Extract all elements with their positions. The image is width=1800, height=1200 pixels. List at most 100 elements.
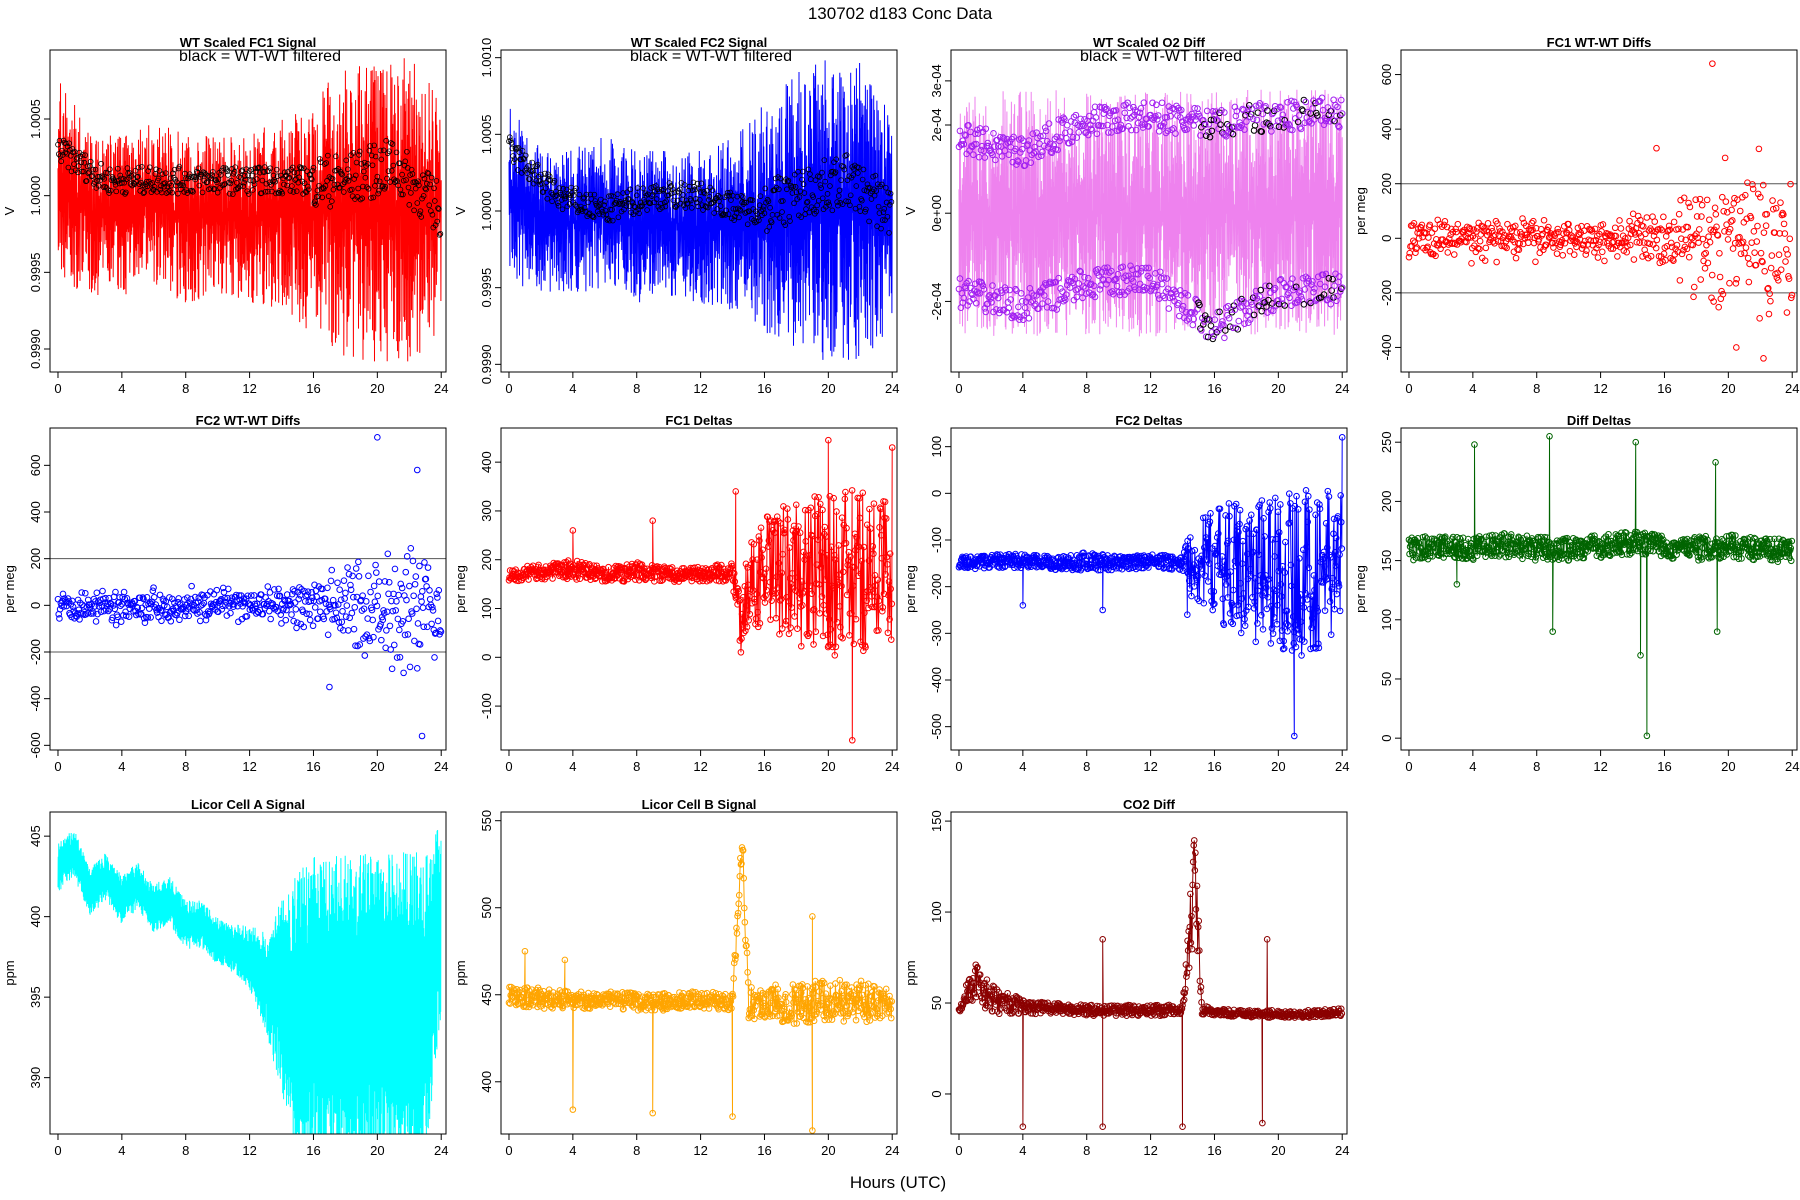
data-point <box>867 525 874 532</box>
data-point <box>735 587 742 595</box>
data-point <box>406 663 414 671</box>
data-point <box>1537 533 1545 541</box>
data-point <box>884 561 891 568</box>
filtered-point <box>1148 286 1155 293</box>
data-point <box>1276 637 1284 645</box>
data-point <box>1043 552 1051 560</box>
filtered-point <box>273 190 279 197</box>
filtered-point <box>981 305 989 312</box>
filtered-point <box>637 199 644 206</box>
filtered-point <box>247 177 254 184</box>
data-point <box>857 638 864 646</box>
data-point <box>791 613 798 620</box>
data-point <box>1335 582 1343 590</box>
data-point <box>378 613 386 621</box>
data-point <box>1425 234 1432 241</box>
data-point <box>865 604 872 612</box>
data-point <box>434 594 441 601</box>
x-tick-label: 20 <box>370 759 384 774</box>
filtered-point <box>590 214 597 221</box>
filtered-point <box>1046 140 1054 148</box>
data-point <box>1658 532 1665 540</box>
data-point <box>338 618 346 626</box>
filtered-point <box>1039 148 1046 156</box>
filtered-point <box>1211 316 1219 323</box>
filtered-point <box>1135 113 1143 121</box>
data-point <box>1580 241 1587 249</box>
data-point <box>827 625 835 633</box>
data-point <box>423 583 430 590</box>
data-point <box>1549 239 1556 247</box>
data-point <box>1755 145 1763 153</box>
data-point <box>235 592 243 599</box>
data-point <box>1769 197 1776 204</box>
data-point <box>266 589 274 596</box>
data-point <box>1259 626 1267 633</box>
data-point <box>1766 290 1773 297</box>
data-point <box>1703 241 1710 249</box>
data-point <box>1476 237 1484 245</box>
data-point <box>244 592 251 600</box>
data-point <box>858 557 865 565</box>
filtered-point <box>1158 99 1166 107</box>
plot-area <box>505 436 896 744</box>
filtered-point <box>668 183 674 189</box>
filtered-point <box>344 166 351 173</box>
filtered-point <box>1254 109 1262 116</box>
data-point <box>358 607 366 614</box>
data-point <box>1630 539 1638 547</box>
filtered-point <box>409 171 416 177</box>
filtered-point <box>333 153 339 160</box>
data-point <box>1524 239 1532 247</box>
filtered-point <box>1213 328 1221 336</box>
data-point <box>1643 214 1651 221</box>
data-point <box>320 615 328 623</box>
data-point <box>1420 229 1428 237</box>
filtered-point <box>816 174 823 180</box>
filtered-point <box>661 199 668 206</box>
data-point <box>1221 558 1228 565</box>
filtered-point <box>1167 112 1175 120</box>
data-point <box>1622 539 1630 546</box>
filtered-point <box>1249 115 1257 123</box>
filtered-point <box>1077 268 1084 276</box>
panel-title: FC2 Deltas <box>1115 413 1182 428</box>
data-point <box>1736 207 1744 215</box>
filtered-point <box>1269 307 1277 315</box>
data-point <box>881 498 889 506</box>
filtered-point <box>189 187 195 194</box>
data-point <box>823 552 831 559</box>
data-point <box>1246 565 1254 573</box>
data-point <box>1595 538 1603 545</box>
filtered-point <box>835 193 842 199</box>
data-point <box>1767 264 1775 272</box>
data-point <box>425 603 433 611</box>
data-point <box>710 568 717 576</box>
filtered-point <box>78 159 84 166</box>
filtered-point <box>127 181 134 187</box>
filtered-point <box>256 164 262 171</box>
data-point <box>869 543 877 550</box>
filtered-point <box>339 171 346 178</box>
data-point <box>834 581 841 589</box>
filtered-point <box>998 153 1006 160</box>
data-point <box>1645 227 1653 234</box>
filtered-point <box>1333 112 1340 120</box>
filtered-point <box>124 165 131 171</box>
data-point <box>877 505 884 513</box>
data-point <box>1684 535 1691 543</box>
filtered-point <box>259 177 266 184</box>
data-point <box>1310 572 1318 579</box>
data-point <box>1705 233 1712 240</box>
filtered-point <box>329 198 335 205</box>
filtered-point <box>1176 114 1184 121</box>
data-point <box>144 614 152 621</box>
filtered-point <box>803 206 809 212</box>
data-point <box>1495 541 1502 548</box>
filtered-point <box>514 167 521 173</box>
filtered-point <box>714 206 721 212</box>
data-point <box>1716 273 1724 281</box>
data-point <box>433 590 440 598</box>
y-tick-label: 0 <box>1379 235 1394 242</box>
data-point <box>171 599 178 607</box>
